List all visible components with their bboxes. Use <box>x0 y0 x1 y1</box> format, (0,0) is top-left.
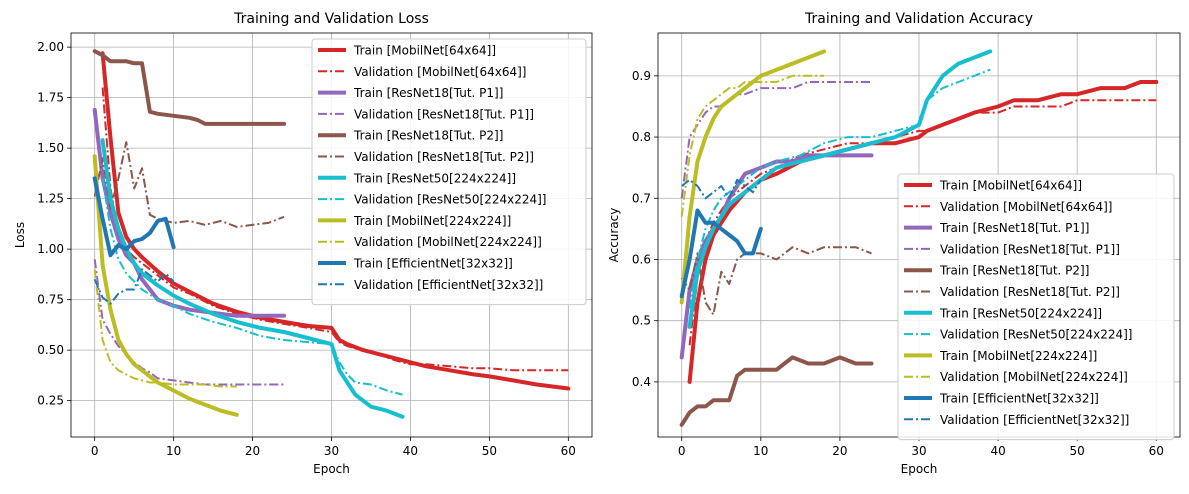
y-tick-label: 0.9 <box>632 69 651 83</box>
y-tick-label: 0.5 <box>632 314 651 328</box>
y-tick-label: 0.25 <box>37 394 64 408</box>
series-line <box>92 154 239 417</box>
legend-label: Validation [ResNet18[Tut. P1]] <box>354 107 534 121</box>
legend-box <box>897 173 1175 441</box>
y-axis-label: Loss <box>13 222 27 248</box>
legend-box <box>311 38 587 306</box>
series-line <box>93 141 285 228</box>
legend-label: Train [MobilNet[64x64]] <box>939 179 1082 193</box>
legend-label: Validation [EfficientNet[32x32]] <box>354 278 543 292</box>
chart-title: Training and Validation Accuracy <box>804 11 1033 27</box>
x-tick-label: 0 <box>678 444 686 458</box>
y-tick-label: 0.6 <box>632 252 651 266</box>
series-line <box>100 51 571 391</box>
y-tick-label: 1.50 <box>37 141 64 155</box>
series-line <box>93 269 237 388</box>
x-tick-label: 50 <box>1070 444 1085 458</box>
series-line <box>679 208 763 299</box>
series-line <box>680 74 825 217</box>
series-line <box>688 99 1157 346</box>
series-line <box>92 107 287 318</box>
legend-label: Validation [MobilNet[224x224]] <box>354 235 542 249</box>
x-tick-label: 50 <box>482 444 497 458</box>
x-tick-label: 30 <box>911 444 926 458</box>
x-tick-label: 30 <box>324 444 339 458</box>
series-line <box>679 355 874 427</box>
legend-label: Train [ResNet50[224x224]] <box>353 171 516 185</box>
y-tick-label: 1.25 <box>37 192 64 206</box>
y-tick-label: 0.7 <box>632 191 651 205</box>
x-tick-label: 0 <box>91 444 99 458</box>
legend-label: Validation [MobilNet[224x224]] <box>940 370 1128 384</box>
x-tick-label: 40 <box>403 444 418 458</box>
series-line <box>100 138 405 419</box>
y-tick-label: 0.75 <box>37 293 64 307</box>
legend-label: Train [MobilNet[224x224]] <box>353 214 511 228</box>
x-axis-label: Epoch <box>901 462 938 476</box>
y-tick-label: 0.8 <box>632 130 651 144</box>
x-axis-label: Epoch <box>313 462 350 476</box>
series-line <box>101 87 569 372</box>
series-line <box>92 176 176 258</box>
x-tick-label: 10 <box>166 444 181 458</box>
series-line <box>687 80 1159 384</box>
series-line <box>688 68 991 309</box>
series-line <box>679 49 827 305</box>
legend-label: Train [ResNet18[Tut. P2]] <box>939 264 1089 278</box>
series-line <box>93 259 285 386</box>
x-tick-label: 60 <box>1149 444 1164 458</box>
legend-label: Train [MobilNet[224x224]] <box>939 349 1097 363</box>
legend-label: Validation [MobilNet[64x64]] <box>940 200 1112 214</box>
legend-label: Train [ResNet18[Tut. P2]] <box>353 129 503 143</box>
series-line <box>681 178 762 200</box>
legend: Train [MobilNet[64x64]] Validation [Mobil… <box>311 38 587 306</box>
series-line <box>680 81 872 199</box>
legend-label: Train [ResNet18[Tut. P1]] <box>353 86 503 100</box>
legend-label: Train [ResNet50[224x224]] <box>939 306 1102 320</box>
x-tick-label: 40 <box>990 444 1005 458</box>
legend-label: Train [EfficientNet[32x32]] <box>353 257 513 271</box>
y-tick-label: 1.75 <box>37 91 64 105</box>
legend-label: Train [ResNet18[Tut. P1]] <box>939 221 1089 235</box>
y-tick-label: 1.00 <box>37 242 64 256</box>
x-tick-label: 60 <box>561 444 576 458</box>
legend-label: Train [MobilNet[64x64]] <box>353 44 496 58</box>
legend-label: Validation [ResNet18[Tut. P1]] <box>940 242 1120 256</box>
chart-title: Training and Validation Loss <box>233 11 429 27</box>
y-tick-label: 2.00 <box>37 40 64 54</box>
series-line <box>101 178 403 396</box>
y-axis-label: Accuracy <box>607 208 621 263</box>
legend-label: Validation [EfficientNet[32x32]] <box>940 413 1129 427</box>
x-tick-label: 20 <box>245 444 260 458</box>
x-tick-label: 20 <box>832 444 847 458</box>
legend-label: Validation [ResNet50[224x224]] <box>354 193 546 207</box>
legend-label: Validation [ResNet18[Tut. P2]] <box>354 150 534 164</box>
legend-label: Train [EfficientNet[32x32]] <box>939 392 1099 406</box>
series-line <box>92 49 287 126</box>
legend-label: Validation [MobilNet[64x64]] <box>354 65 526 79</box>
y-tick-label: 0.4 <box>632 375 651 389</box>
legend-label: Validation [ResNet18[Tut. P2]] <box>940 285 1120 299</box>
y-tick-label: 0.50 <box>37 343 64 357</box>
x-tick-label: 10 <box>753 444 768 458</box>
series-line <box>93 268 175 305</box>
series-line <box>679 153 874 360</box>
series-line <box>680 246 872 316</box>
accuracy-chart: 0 10 20 30 40 50 60 0.4 0.5 0.6 0.7 0.8 0.9 Training … <box>607 11 1181 476</box>
legend-label: Validation [ResNet50[224x224]] <box>940 328 1132 342</box>
loss-chart: 0 10 20 30 40 50 60 0.25 0.50 0.75 1.00 1.25 1.50 1.7… <box>13 11 593 476</box>
legend: Train [MobilNet[64x64]] Validation [Mobil… <box>897 173 1175 441</box>
